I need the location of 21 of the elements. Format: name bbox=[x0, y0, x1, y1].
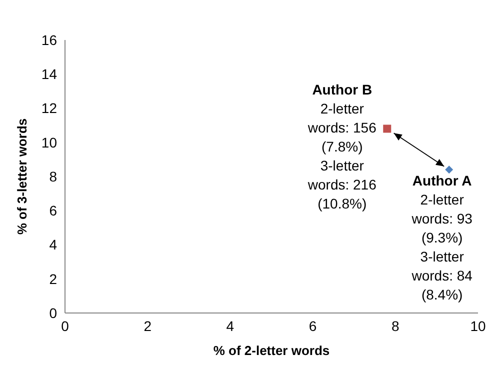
y-tick-label: 14 bbox=[41, 66, 58, 82]
series-label: Author A bbox=[412, 172, 472, 189]
y-tick-label: 8 bbox=[49, 168, 58, 184]
x-tick-label: 8 bbox=[392, 318, 400, 334]
x-tick-label: 2 bbox=[144, 318, 152, 334]
y-tick-label: 12 bbox=[41, 100, 58, 116]
y-tick-label: 6 bbox=[49, 202, 58, 219]
y-tick-label: 16 bbox=[41, 32, 58, 48]
annotation: 2-letter words: 93 (9.3%) 3-letter words: 84 (8.4%) bbox=[410, 192, 473, 303]
y-tick-label: 0 bbox=[49, 304, 58, 321]
x-tick-label: 10 bbox=[470, 318, 486, 334]
annotation: 2-letter words: 156 (7.8%) 3-letter words: 216 (10.8%) bbox=[306, 100, 377, 212]
y-axis-title: % of 3-letter words bbox=[14, 118, 30, 235]
x-tick-label: 4 bbox=[226, 318, 234, 334]
y-tick-label: 2 bbox=[49, 270, 58, 287]
y-tick-label: 4 bbox=[49, 236, 58, 253]
x-tick-label: 6 bbox=[308, 318, 317, 334]
y-tick-label: 10 bbox=[41, 134, 58, 150]
x-axis-title: % of 2-letter words bbox=[213, 343, 330, 358]
x-tick-label: 0 bbox=[61, 318, 70, 334]
text: Author B bbox=[312, 82, 372, 98]
